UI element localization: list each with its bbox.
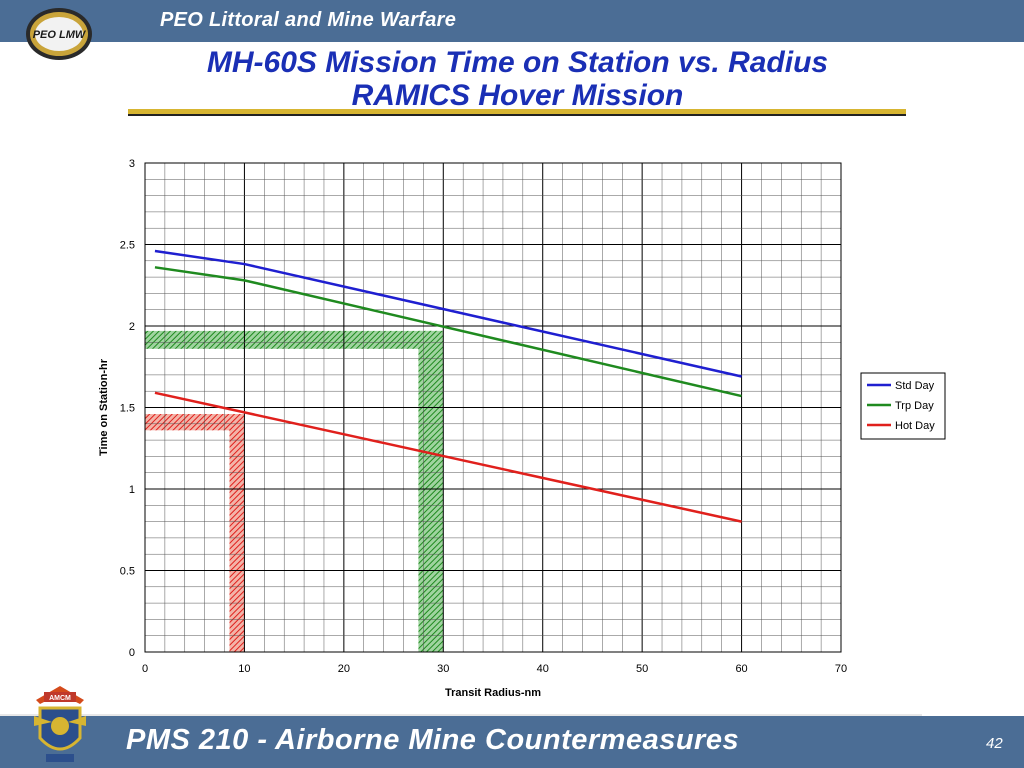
- footer-divider: [0, 714, 922, 717]
- slide-title-line2: RAMICS Hover Mission: [351, 79, 684, 112]
- slide-title: MH-60S Mission Time on Station vs. Radiu…: [130, 46, 905, 112]
- plot-border: [144, 162, 842, 653]
- line-chart: 0 10 20 30 40 50 60 70 0 0.5 1 1.5 2 2.5 3 Transit Rad…: [98, 158, 946, 699]
- chart-legend: Std Day Trp Day Hot Day: [860, 372, 946, 440]
- x-tick-label: 50: [636, 663, 648, 675]
- y-tick-label: 0.5: [120, 566, 135, 578]
- y-tick-label: 1.5: [120, 403, 135, 415]
- x-tick-label: 10: [238, 663, 250, 675]
- title-divider: [128, 109, 906, 116]
- y-tick-label: 2: [129, 321, 135, 333]
- header-bar: [0, 0, 1024, 42]
- highlight-band-vertical: [418, 330, 444, 652]
- x-tick-label: 60: [735, 663, 747, 675]
- org-title: PEO Littoral and Mine Warfare: [160, 9, 457, 31]
- slide-title-line1: MH-60S Mission Time on Station vs. Radiu…: [206, 46, 829, 79]
- program-title: PMS 210 - Airborne Mine Countermeasures: [126, 724, 740, 756]
- y-tick-label: 1: [129, 484, 135, 496]
- y-tick-label: 3: [129, 158, 135, 170]
- series-line-trp-day: [154, 266, 742, 398]
- y-tick-label: 2.5: [120, 240, 135, 252]
- legend-label: Hot Day: [895, 420, 935, 432]
- svg-text:AMCM: AMCM: [49, 695, 71, 702]
- x-tick-label: 0: [142, 663, 148, 675]
- footer-bar: [0, 716, 1024, 768]
- amcm-logo: AMCM: [34, 686, 86, 762]
- highlight-band-horizontal: [145, 330, 444, 349]
- legend-label: Trp Day: [895, 400, 934, 412]
- highlight-band-vertical: [229, 414, 245, 652]
- series-line-std-day: [154, 249, 742, 378]
- x-tick-label: 70: [835, 663, 847, 675]
- x-tick-label: 30: [437, 663, 449, 675]
- x-axis-label: Transit Radius-nm: [445, 687, 541, 699]
- svg-text:PEO LMW: PEO LMW: [33, 29, 87, 41]
- y-tick-label: 0: [129, 647, 135, 659]
- x-tick-label: 20: [338, 663, 350, 675]
- page-number: 42: [986, 735, 1003, 752]
- legend-label: Std Day: [895, 380, 935, 392]
- y-axis-label: Time on Station-hr: [98, 358, 110, 456]
- peo-lmw-logo: PEO LMW: [26, 8, 92, 60]
- x-tick-label: 40: [537, 663, 549, 675]
- highlight-band-horizontal: [145, 414, 245, 431]
- series-line-hot-day: [154, 391, 742, 523]
